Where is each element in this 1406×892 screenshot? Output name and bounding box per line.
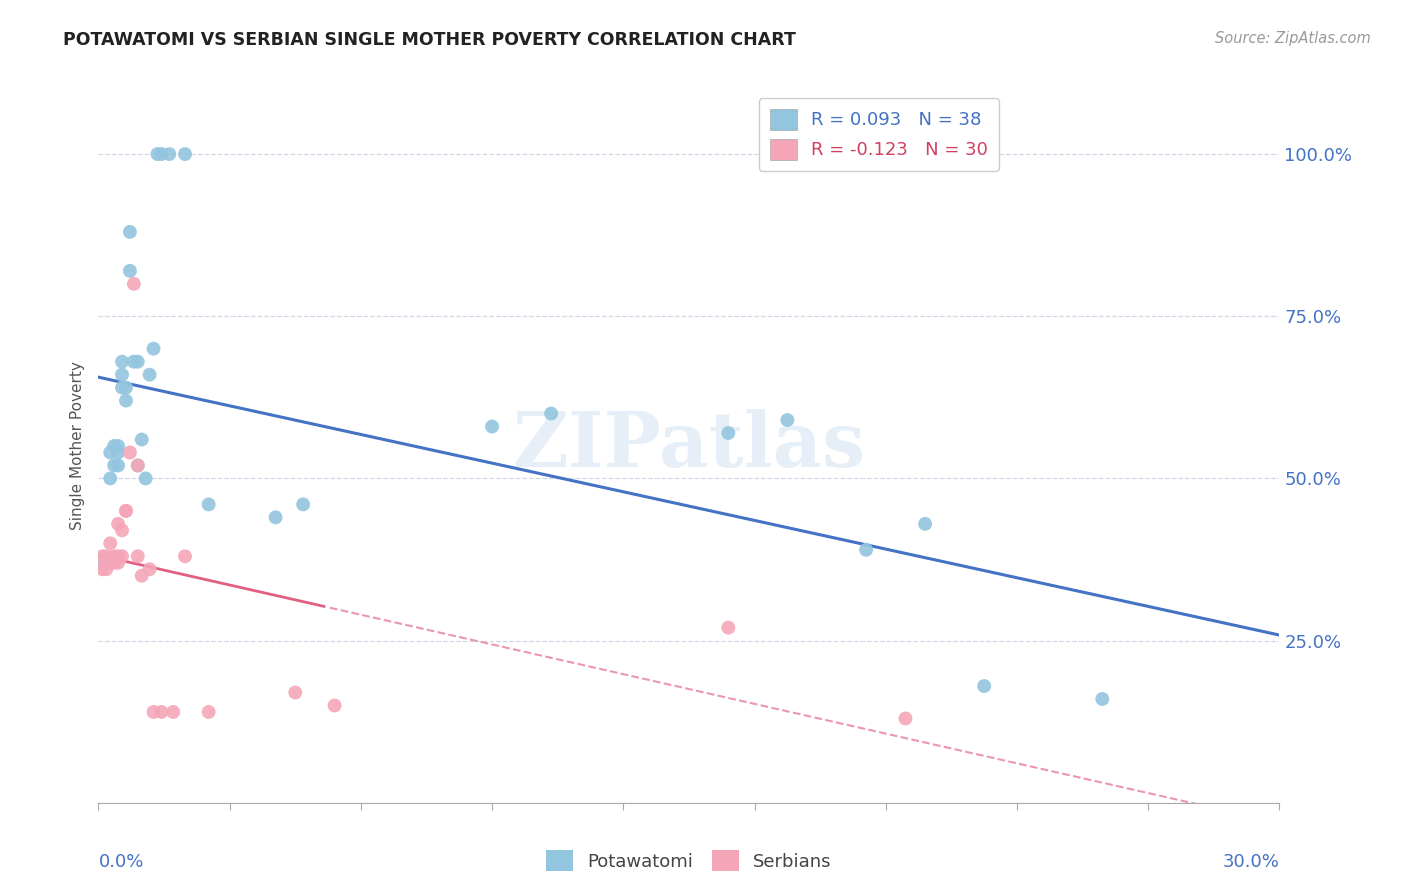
Point [284, 685, 307, 699]
Point [135, 471, 157, 485]
Point [292, 497, 315, 511]
Point [142, 705, 165, 719]
Point [914, 516, 936, 531]
Point [197, 497, 219, 511]
Point [96, 562, 118, 576]
Text: 30.0%: 30.0% [1223, 853, 1279, 871]
Point [973, 679, 995, 693]
Point [150, 147, 173, 161]
Point [107, 445, 129, 459]
Point [776, 413, 799, 427]
Point [98, 471, 121, 485]
Text: POTAWATOMI VS SERBIAN SINGLE MOTHER POVERTY CORRELATION CHART: POTAWATOMI VS SERBIAN SINGLE MOTHER POVE… [63, 31, 796, 49]
Point [107, 458, 129, 473]
Point [131, 568, 153, 582]
Point [142, 342, 165, 356]
Point [162, 705, 184, 719]
Point [122, 354, 145, 368]
Point [115, 504, 138, 518]
Point [127, 458, 149, 473]
Point [107, 516, 129, 531]
Point [96, 549, 118, 564]
Point [174, 147, 197, 161]
Point [91, 562, 114, 576]
Text: 0.0%: 0.0% [98, 853, 143, 871]
Legend: R = 0.093   N = 38, R = -0.123   N = 30: R = 0.093 N = 38, R = -0.123 N = 30 [759, 98, 998, 170]
Point [103, 458, 125, 473]
Point [103, 549, 125, 564]
Point [894, 711, 917, 725]
Point [264, 510, 287, 524]
Point [127, 354, 149, 368]
Point [717, 621, 740, 635]
Point [118, 225, 141, 239]
Point [157, 147, 180, 161]
Point [197, 705, 219, 719]
Point [107, 556, 129, 570]
Point [115, 393, 138, 408]
Point [107, 549, 129, 564]
Point [323, 698, 346, 713]
Point [111, 354, 134, 368]
Point [111, 368, 134, 382]
Point [103, 439, 125, 453]
Point [115, 381, 138, 395]
Point [98, 536, 121, 550]
Point [146, 147, 169, 161]
Point [127, 549, 149, 564]
Point [103, 556, 125, 570]
Point [115, 504, 138, 518]
Point [131, 433, 153, 447]
Point [717, 425, 740, 440]
Point [540, 407, 562, 421]
Point [111, 381, 134, 395]
Point [138, 562, 160, 576]
Point [98, 445, 121, 459]
Point [1091, 692, 1114, 706]
Point [91, 549, 114, 564]
Point [127, 458, 149, 473]
Point [855, 542, 877, 557]
Point [122, 277, 145, 291]
Point [111, 549, 134, 564]
Point [107, 439, 129, 453]
Text: ZIPatlas: ZIPatlas [512, 409, 866, 483]
Point [138, 368, 160, 382]
Point [111, 524, 134, 538]
Point [118, 264, 141, 278]
Point [98, 556, 121, 570]
Text: Source: ZipAtlas.com: Source: ZipAtlas.com [1215, 31, 1371, 46]
Point [91, 556, 114, 570]
Legend: Potawatomi, Serbians: Potawatomi, Serbians [538, 843, 839, 879]
Point [118, 445, 141, 459]
Point [96, 556, 118, 570]
Y-axis label: Single Mother Poverty: Single Mother Poverty [70, 361, 86, 531]
Point [150, 705, 173, 719]
Point [174, 549, 197, 564]
Point [481, 419, 503, 434]
